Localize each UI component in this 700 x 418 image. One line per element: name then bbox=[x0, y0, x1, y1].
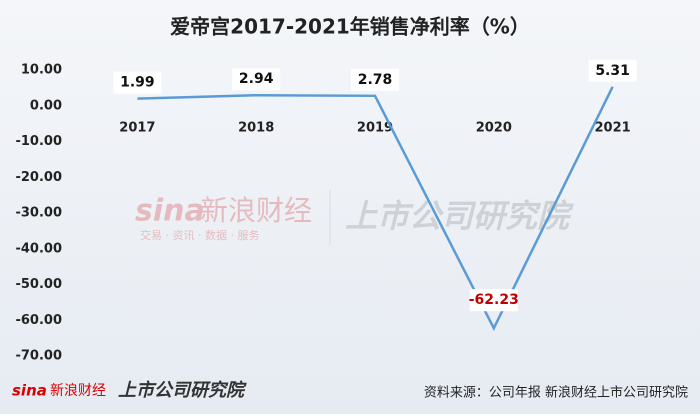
y-tick-label: -50.00 bbox=[15, 277, 62, 292]
data-label-box bbox=[469, 289, 518, 312]
y-tick-label: -10.00 bbox=[15, 134, 62, 149]
y-tick-label: -70.00 bbox=[15, 349, 62, 364]
data-label: -62.23 bbox=[469, 289, 519, 312]
y-tick-label: -20.00 bbox=[15, 170, 62, 185]
y-tick-label: -60.00 bbox=[15, 313, 62, 328]
x-tick-label: 2019 bbox=[357, 120, 393, 135]
line bbox=[137, 86, 614, 332]
data-label-box bbox=[588, 59, 637, 82]
logo-name: 新浪财经 bbox=[50, 383, 106, 399]
data-label-text: 2.94 bbox=[239, 71, 274, 87]
x-tick-label: 2017 bbox=[119, 120, 155, 135]
data-label-text: 2.78 bbox=[358, 72, 393, 88]
y-tick-label: 0.00 bbox=[30, 98, 62, 113]
data-label: 5.31 bbox=[588, 59, 637, 82]
data-label-text: -62.23 bbox=[469, 292, 519, 308]
watermark-slogan: 交易 · 资讯 · 数据 · 服务 bbox=[140, 228, 259, 242]
data-label: 1.99 bbox=[113, 71, 162, 94]
y-tick-label: -30.00 bbox=[15, 206, 62, 221]
data-label-text: 5.31 bbox=[595, 63, 630, 79]
watermark-institute: 上市公司研究院 bbox=[345, 197, 574, 235]
source: 资料来源：公司年报 新浪财经上市公司研究院 bbox=[424, 385, 688, 401]
logo-institute: 上市公司研究院 bbox=[118, 380, 247, 401]
data-label-box bbox=[113, 71, 162, 94]
watermark-name: 新浪财经 bbox=[200, 194, 312, 227]
data-label-text: 1.99 bbox=[120, 75, 155, 91]
logo-brand: sina bbox=[12, 382, 47, 400]
watermark-brand: sina bbox=[135, 194, 205, 229]
x-tick-label: 2020 bbox=[476, 120, 512, 135]
data-label: 2.94 bbox=[232, 68, 281, 91]
data-label-box bbox=[232, 68, 281, 91]
data-label-box bbox=[351, 68, 399, 91]
y-tick-label: -40.00 bbox=[15, 241, 62, 256]
x-tick-label: 2018 bbox=[238, 120, 274, 135]
watermark: sina 新浪财经 交易 · 资讯 · 数据 · 服务 上市公司研究院 bbox=[135, 190, 574, 245]
y-tick-label: 10.00 bbox=[21, 63, 62, 78]
data-label: 2.78 bbox=[351, 68, 399, 91]
x-tick-label: 2021 bbox=[595, 120, 631, 135]
chart-title: 爱帝宫2017-2021年销售净利率（%） bbox=[170, 15, 530, 39]
